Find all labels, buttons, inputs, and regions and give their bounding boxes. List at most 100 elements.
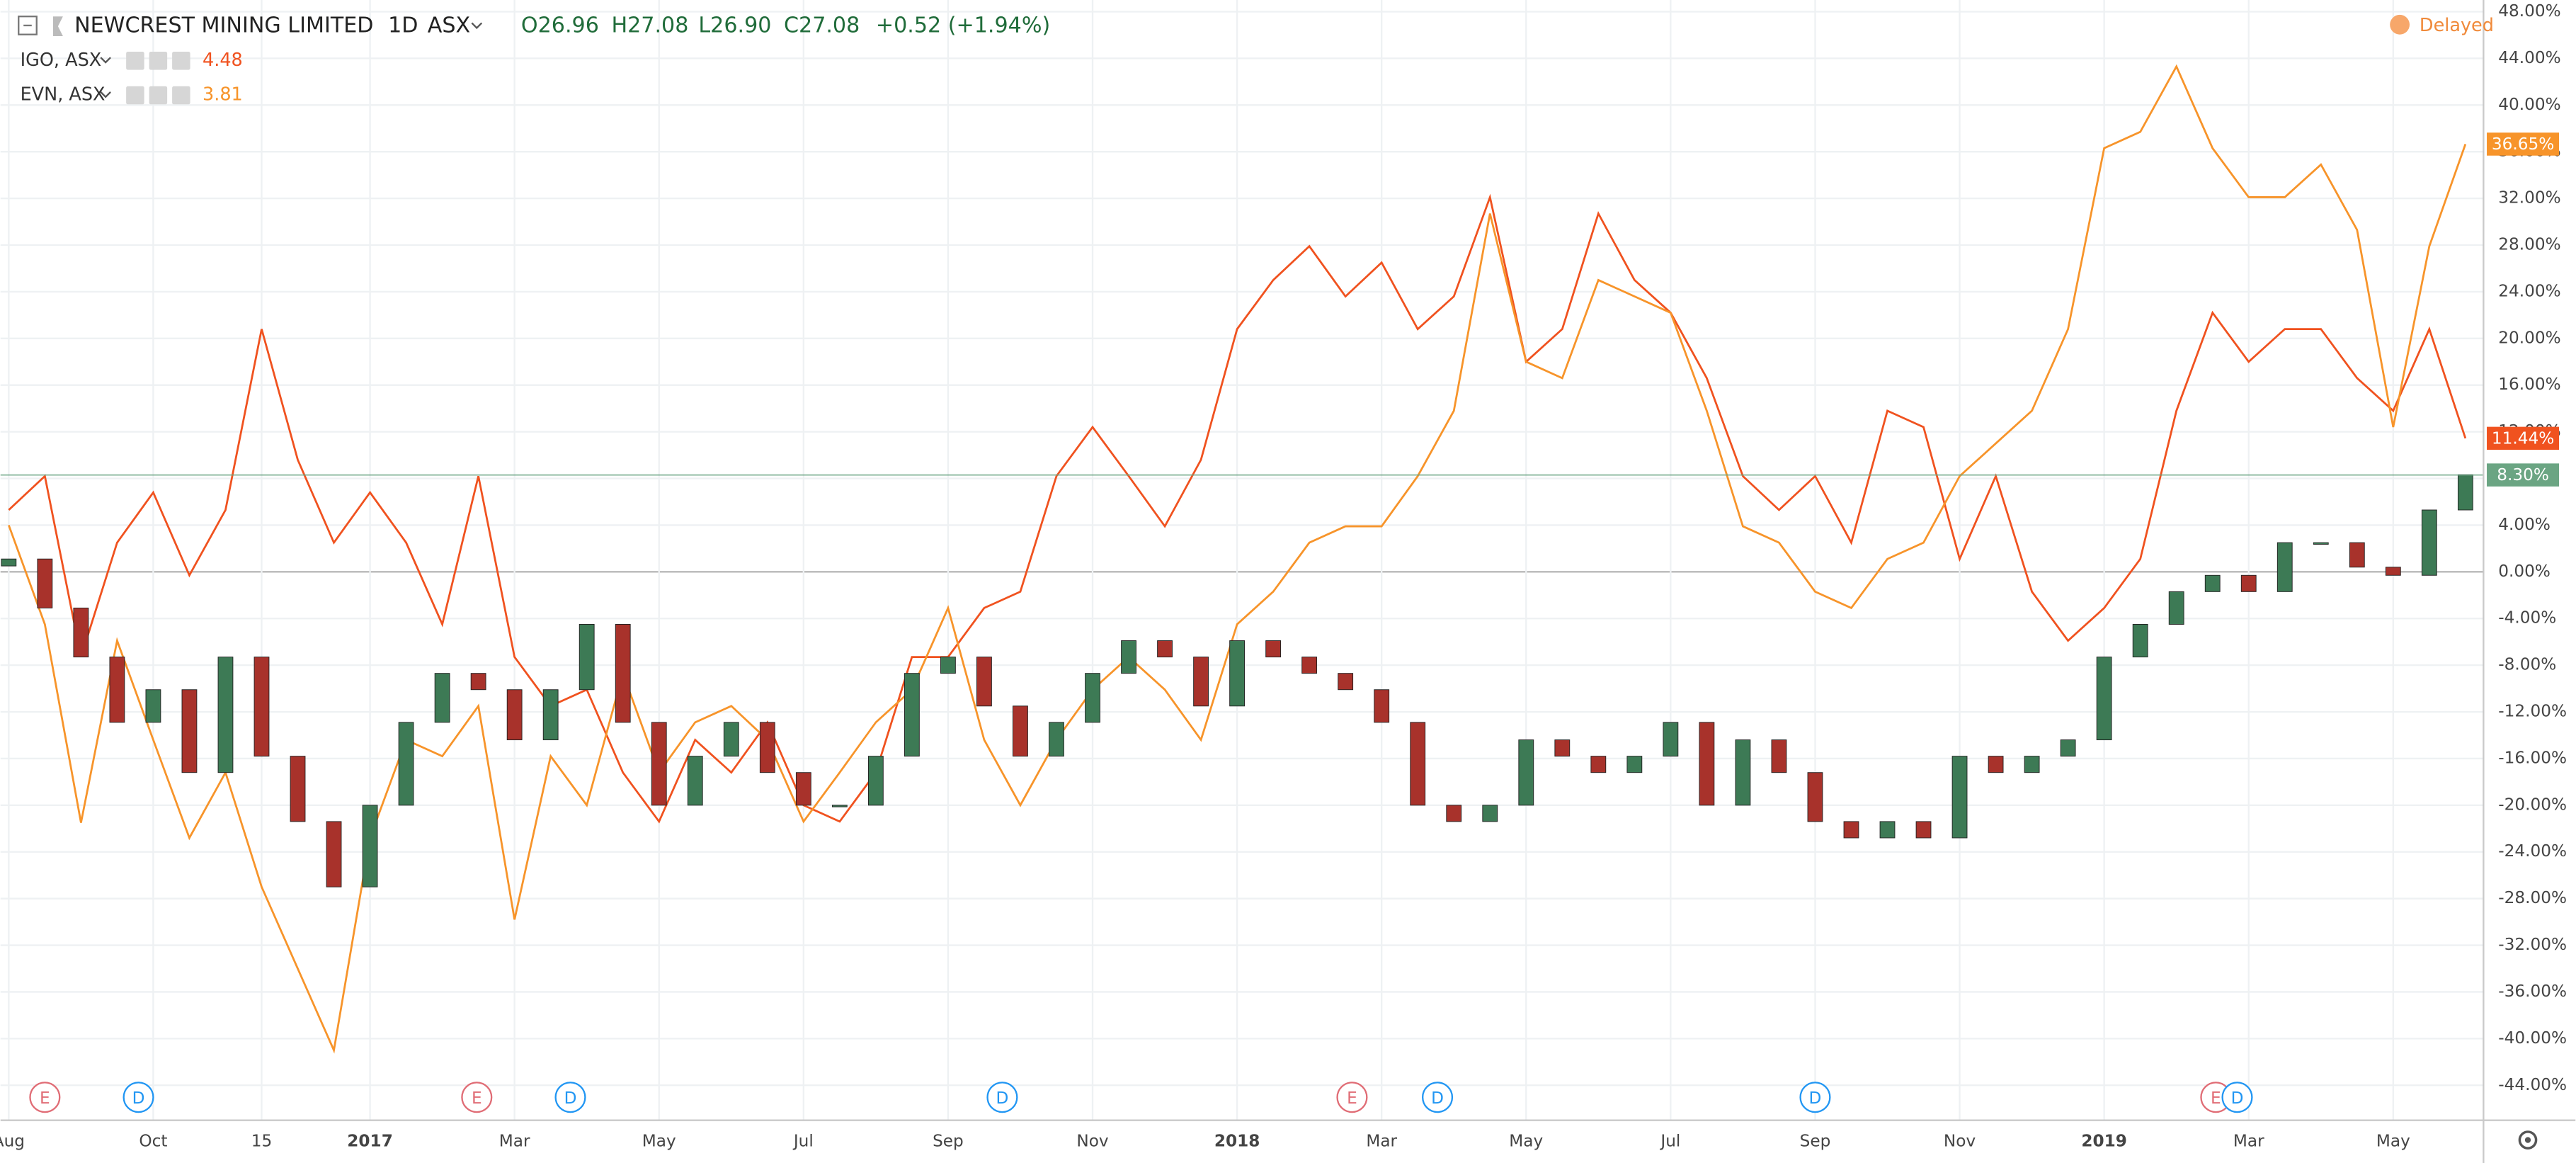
x-tick-label: May: [2376, 1131, 2410, 1150]
candle-body: [1735, 739, 1751, 806]
candle-body: [1301, 657, 1318, 674]
event-label: D: [1431, 1089, 1444, 1108]
event-marker[interactable]: [1422, 1082, 1454, 1113]
y-tick-label: 40.00%: [2498, 95, 2560, 114]
candle-body: [1085, 673, 1100, 723]
candle-body: [253, 657, 270, 757]
ohlc-high: H27.08: [611, 13, 688, 38]
settings-icon: [2524, 1137, 2531, 1143]
candle-body: [1699, 722, 1715, 806]
y-tick-label: -44.00%: [2498, 1075, 2567, 1094]
exchange[interactable]: ASX: [428, 13, 470, 38]
legend-button[interactable]: [172, 86, 190, 105]
x-tick-label: 15: [251, 1131, 273, 1150]
legend-button[interactable]: [149, 52, 168, 70]
y-tick-label: -28.00%: [2498, 888, 2567, 907]
collapse-icon[interactable]: [18, 16, 38, 35]
y-tick-label: -32.00%: [2498, 935, 2567, 954]
y-tick-label: -12.00%: [2498, 702, 2567, 721]
event-label: D: [132, 1089, 145, 1108]
event-marker[interactable]: [554, 1082, 586, 1113]
candle-body: [2024, 756, 2040, 773]
event-label: E: [40, 1089, 50, 1108]
candle-body: [145, 689, 161, 723]
y-tick-label: 4.00%: [2498, 515, 2551, 534]
candle-body: [2349, 542, 2365, 568]
candle-body: [615, 624, 631, 723]
x-tick-label: 2019: [2081, 1131, 2127, 1150]
grid: [0, 0, 2484, 1121]
candle-body: [1915, 821, 1932, 839]
candle-body: [2240, 574, 2257, 592]
candle-body: [723, 722, 739, 757]
x-tick-label: Jul: [792, 1131, 814, 1150]
candle-body: [1518, 739, 1534, 806]
x-tick-label: Jul: [1659, 1131, 1680, 1150]
candle-body: [1807, 772, 1823, 822]
y-tick-label: 48.00%: [2498, 1, 2560, 21]
last-value-label: 36.65%: [2492, 135, 2554, 154]
legend-button[interactable]: [172, 52, 190, 70]
candle-body: [2457, 475, 2473, 511]
candle-body: [434, 673, 450, 723]
comparison-line: [8, 193, 2467, 824]
last-value-badge: [2487, 463, 2560, 487]
candle-body: [976, 657, 992, 707]
candle-body: [470, 673, 486, 691]
event-marker[interactable]: [461, 1082, 493, 1113]
legend-name[interactable]: EVN, ASX: [21, 84, 106, 106]
settings-icon[interactable]: [2518, 1130, 2538, 1150]
y-tick-label: 32.00%: [2498, 188, 2560, 208]
candle-body: [1590, 756, 1607, 773]
dropdown-icon: [100, 57, 111, 64]
candle-body: [1374, 689, 1390, 723]
legend-button[interactable]: [126, 86, 144, 105]
settings-icon[interactable]: [2518, 1130, 2538, 1150]
symbol[interactable]: NEWCREST MINING LIMITED: [74, 13, 373, 38]
candle-body: [542, 689, 559, 741]
candle-body: [1193, 657, 1209, 707]
event-label: E: [2211, 1089, 2221, 1108]
y-tick-label: 28.00%: [2498, 234, 2560, 254]
event-marker[interactable]: [986, 1082, 1018, 1113]
candle-body: [362, 805, 378, 887]
event-marker[interactable]: [2221, 1082, 2253, 1113]
event-marker[interactable]: [1336, 1082, 1368, 1113]
y-tick-label: -8.00%: [2498, 655, 2556, 674]
interval[interactable]: 1D: [388, 13, 418, 38]
y-tick-label: -4.00%: [2498, 608, 2556, 628]
event-label: D: [1809, 1089, 1822, 1108]
legend-button[interactable]: [126, 52, 144, 70]
candle-body: [1843, 821, 1859, 839]
event-marker[interactable]: [29, 1082, 61, 1113]
event-marker[interactable]: [1799, 1082, 1831, 1113]
candle-body: [1049, 722, 1064, 757]
candle-body: [109, 657, 125, 723]
legend-name[interactable]: IGO, ASX: [21, 50, 102, 71]
last-value-label: 11.44%: [2492, 429, 2554, 448]
candle-body: [687, 756, 703, 806]
candle-body: [1229, 640, 1246, 707]
candle-body: [940, 657, 956, 674]
x-tick-label: Oct: [139, 1131, 167, 1150]
x-tick-label: Nov: [1076, 1131, 1109, 1150]
legend-button[interactable]: [149, 86, 168, 105]
event-marker[interactable]: [122, 1082, 154, 1113]
candle-body: [651, 722, 667, 806]
legend-value: 4.48: [203, 50, 243, 71]
x-tick-label: Sep: [933, 1131, 964, 1150]
flag-icon: [52, 16, 63, 37]
candle-body: [1988, 756, 2004, 773]
y-tick-label: -40.00%: [2498, 1028, 2567, 1048]
y-tick-label: -16.00%: [2498, 748, 2567, 767]
candle-body: [759, 722, 775, 773]
candle-body: [1013, 705, 1028, 757]
change: +0.52 (+1.94%): [876, 13, 1050, 38]
ohlc-open: O26.96: [521, 13, 599, 38]
x-tick-label: Mar: [499, 1131, 530, 1150]
legend-value: 3.81: [203, 84, 243, 106]
candle-body: [73, 607, 89, 658]
